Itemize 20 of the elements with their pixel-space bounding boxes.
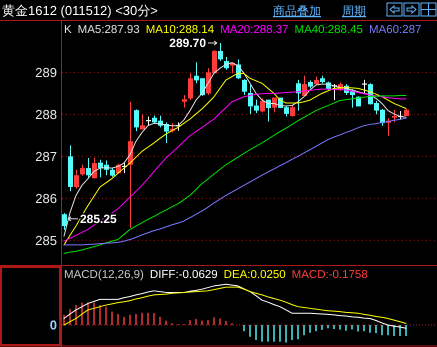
chart-title: 黄金1612 (011512) <30分>: [2, 3, 158, 18]
annotation: 289.70: [169, 36, 206, 50]
y-tick-label: 285: [35, 232, 57, 248]
ref-line-label: 0: [50, 318, 57, 333]
text: MA60:287: [368, 24, 422, 36]
y-tick-label: 289: [35, 64, 57, 80]
y-tick-label: 287: [35, 148, 57, 164]
annotation: K: [64, 24, 72, 36]
series-label: DIFF:-0.0629: [150, 269, 218, 281]
chart-title: MACD(12,26,9): [64, 269, 144, 281]
text: MACD:-0.1758: [292, 269, 368, 281]
text: MA40:288.45: [294, 24, 363, 36]
y-tick-label: 286: [35, 190, 57, 206]
text: MA5:287.93: [78, 24, 140, 36]
y-tick-label: 288: [35, 106, 57, 122]
text: 商品叠加: [273, 4, 321, 18]
text: MA20:288.37: [220, 24, 289, 36]
text: 周期: [342, 4, 366, 18]
text: MA10:288.14: [146, 24, 215, 36]
series-label: DEA:0.0250: [224, 269, 286, 281]
